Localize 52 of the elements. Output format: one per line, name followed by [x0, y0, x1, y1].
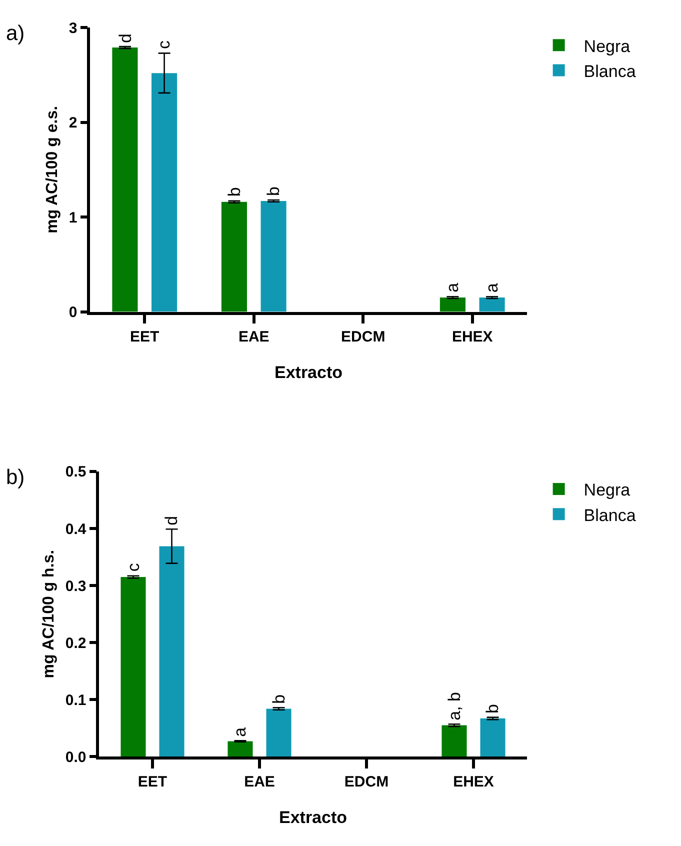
legend-label: Blanca — [584, 506, 636, 525]
data-label: b — [224, 187, 244, 197]
bar — [440, 298, 466, 312]
data-label: c — [154, 40, 174, 49]
x-axis-title: Extracto — [274, 362, 343, 382]
y-tick-label: 0.4 — [65, 520, 87, 538]
bar — [152, 73, 178, 312]
data-label: a — [443, 282, 462, 292]
data-label: b — [264, 186, 284, 196]
data-label: b — [270, 694, 289, 704]
y-tick-label: 0.1 — [65, 692, 86, 709]
x-tick-label: EAE — [244, 773, 275, 790]
x-tick-label: EDCM — [341, 328, 386, 346]
y-tick-label: 1 — [68, 209, 78, 226]
text: a) — [6, 22, 25, 45]
x-tick-label: EET — [138, 773, 168, 790]
y-axis-title: mg AC/100 g h.s. — [40, 550, 58, 678]
x-tick-label: EAE — [238, 328, 270, 346]
bar — [480, 718, 506, 757]
y-tick-label: 0.3 — [65, 578, 86, 595]
legend-label: Negra — [584, 36, 631, 56]
data-label: b — [482, 704, 502, 714]
bar — [266, 708, 292, 757]
bar — [221, 202, 247, 312]
y-tick-label: 0.0 — [65, 748, 86, 766]
text: b) — [6, 466, 25, 489]
data-label: c — [124, 562, 143, 572]
data-label: d — [116, 34, 135, 43]
data-label: a — [230, 726, 250, 737]
x-tick-label: EDCM — [344, 773, 389, 790]
y-tick-label: 0.2 — [65, 634, 86, 652]
legend-label: Blanca — [584, 62, 636, 81]
x-tick-label: EET — [130, 328, 160, 346]
y-tick-label: 0.5 — [65, 464, 86, 481]
bar — [112, 47, 138, 312]
bar — [260, 200, 286, 312]
y-tick-label: 2 — [68, 114, 78, 132]
y-tick-label: 0 — [68, 304, 78, 322]
data-label: a, b — [445, 692, 464, 720]
data-label: a — [482, 282, 502, 293]
bar — [159, 546, 184, 757]
bar — [228, 741, 253, 757]
x-tick-label: EHEX — [453, 773, 494, 790]
bar — [479, 298, 505, 312]
bar — [120, 577, 146, 757]
y-axis-title: mg AC/100 g e.s. — [44, 106, 61, 234]
bar — [442, 725, 467, 757]
x-tick-label: EHEX — [452, 328, 493, 346]
y-tick-label: 3 — [68, 20, 78, 37]
legend-label: Negra — [584, 480, 631, 500]
x-axis-title: Extracto — [278, 808, 348, 827]
data-label: d — [162, 516, 182, 526]
